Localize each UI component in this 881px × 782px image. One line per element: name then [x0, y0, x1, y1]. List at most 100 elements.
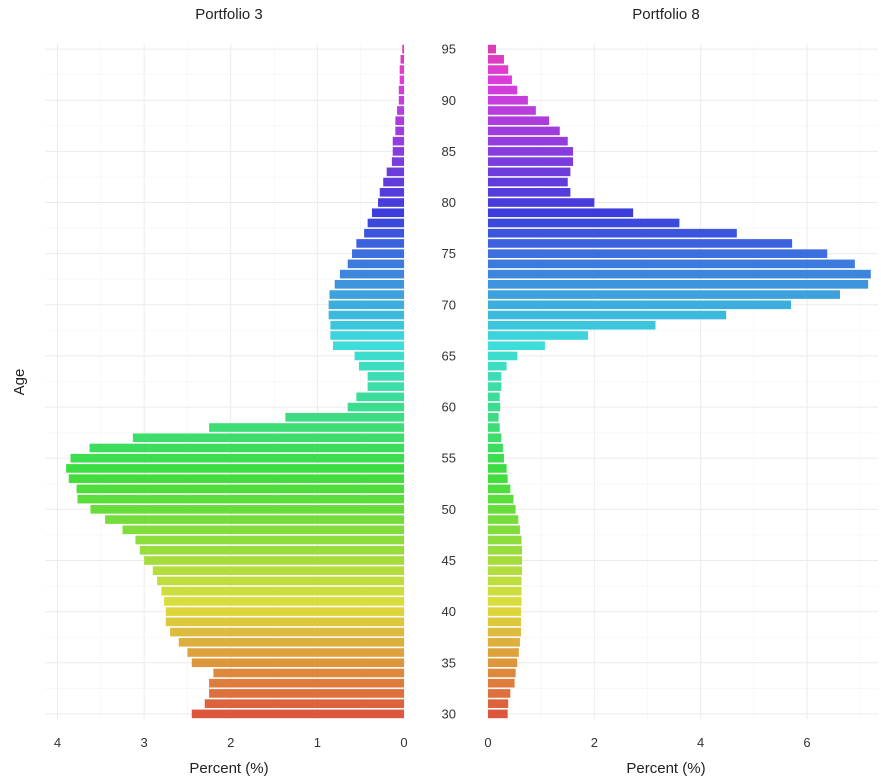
left-bar-age-90	[398, 95, 404, 105]
right-bar-age-62	[488, 382, 502, 391]
left-bar-age-91	[398, 85, 404, 95]
right-bar-age-72	[488, 280, 869, 289]
age-tick-label: 90	[442, 93, 456, 108]
right-bar-age-90	[488, 95, 528, 105]
age-tick-label: 85	[442, 144, 456, 159]
right-bar-age-66	[488, 341, 545, 351]
right-bar-age-57	[488, 433, 502, 443]
right-bar-age-80	[488, 198, 595, 207]
right-bar-age-43	[488, 576, 522, 586]
left-bar-age-40	[165, 607, 404, 616]
right-bar-age-56	[488, 443, 503, 453]
y-axis-label: Age	[11, 369, 28, 396]
age-tick-label: 55	[442, 451, 456, 466]
right-bar-age-37	[488, 637, 520, 647]
left-x-tick-label: 1	[314, 735, 321, 750]
right-bar-age-59	[488, 412, 499, 422]
left-bar-age-79	[371, 208, 404, 218]
left-panel-x-axis-label: Percent (%)	[189, 760, 268, 777]
left-bar-age-57	[132, 433, 404, 443]
right-bar-age-38	[488, 627, 521, 637]
right-bar-age-76	[488, 239, 793, 248]
right-bar-age-32	[488, 689, 511, 698]
left-bar-age-74	[347, 259, 404, 269]
left-bar-age-36	[187, 648, 404, 657]
left-bar-age-62	[367, 382, 404, 391]
right-bar-age-89	[488, 106, 536, 115]
right-bar-age-71	[488, 290, 840, 299]
left-bar-age-63	[367, 372, 404, 381]
left-bar-age-52	[76, 484, 405, 494]
right-bar-age-41	[488, 597, 522, 606]
right-bar-age-65	[488, 351, 518, 361]
right-bar-age-93	[488, 65, 509, 74]
right-bar-age-95	[488, 44, 496, 54]
left-bar-age-93	[399, 65, 404, 74]
left-bar-age-43	[157, 576, 404, 586]
right-bar-age-70	[488, 300, 792, 310]
right-bar-age-45	[488, 556, 523, 565]
right-bar-age-31	[488, 699, 509, 708]
left-bar-age-55	[70, 453, 405, 463]
left-bar-age-95	[402, 44, 404, 54]
left-bar-age-39	[165, 617, 404, 627]
left-bar-age-75	[352, 249, 404, 258]
right-bar-age-49	[488, 515, 519, 524]
left-bar-age-69	[328, 310, 404, 320]
right-panel-x-tick-labels: 0 2 4 6	[484, 735, 810, 750]
right-x-tick-label: 6	[803, 735, 810, 750]
left-bar-age-78	[367, 218, 404, 228]
left-bar-age-53	[68, 474, 404, 483]
right-bar-age-47	[488, 535, 522, 545]
right-bar-age-55	[488, 453, 504, 463]
age-tick-label: 40	[442, 604, 456, 619]
right-bar-age-52	[488, 484, 511, 494]
left-bar-age-50	[90, 505, 404, 514]
left-bar-age-82	[383, 177, 404, 187]
right-bar-age-87	[488, 126, 560, 136]
left-x-tick-label: 0	[400, 735, 407, 750]
left-bar-age-45	[144, 556, 404, 565]
right-bar-age-85	[488, 147, 574, 156]
right-bar-age-69	[488, 310, 727, 320]
right-x-tick-label: 2	[591, 735, 598, 750]
left-bar-age-47	[135, 535, 404, 545]
right-bar-age-40	[488, 607, 521, 616]
right-x-tick-label: 0	[484, 735, 491, 750]
left-bar-age-85	[392, 147, 404, 156]
right-bar-age-64	[488, 361, 507, 371]
left-bar-age-51	[77, 494, 404, 504]
left-bar-age-41	[164, 597, 404, 606]
left-bar-age-87	[395, 126, 404, 136]
left-bar-age-64	[358, 361, 404, 371]
age-tick-label: 80	[442, 195, 456, 210]
age-tick-labels: 30 35 40 45 50 55 60 65 70 75 80 85 90 95	[442, 42, 456, 722]
right-bar-age-50	[488, 505, 516, 514]
age-tick-label: 70	[442, 297, 456, 312]
left-bar-age-48	[122, 525, 404, 535]
left-bar-age-56	[89, 443, 405, 453]
age-tick-label: 30	[442, 706, 456, 721]
right-bar-age-48	[488, 525, 520, 535]
right-bar-age-78	[488, 218, 680, 228]
left-panel-bars	[66, 44, 405, 719]
age-tick-label: 45	[442, 553, 456, 568]
left-panel-title: Portfolio 3	[195, 6, 263, 23]
right-bar-age-74	[488, 259, 855, 269]
left-bar-age-89	[397, 106, 404, 115]
right-panel-title: Portfolio 8	[632, 6, 700, 23]
right-bar-age-83	[488, 167, 571, 177]
right-bar-age-73	[488, 269, 871, 279]
right-bar-age-51	[488, 494, 514, 504]
left-bar-age-70	[328, 300, 404, 310]
left-bar-age-38	[170, 627, 404, 637]
left-bar-age-77	[364, 228, 404, 238]
left-bar-age-34	[213, 668, 404, 678]
left-bar-age-58	[209, 423, 404, 432]
left-bar-age-32	[209, 689, 404, 698]
left-bar-age-61	[356, 392, 404, 402]
left-x-tick-label: 2	[227, 735, 234, 750]
left-bar-age-68	[330, 320, 404, 330]
left-bar-age-83	[386, 167, 404, 177]
left-bar-age-88	[395, 116, 404, 126]
